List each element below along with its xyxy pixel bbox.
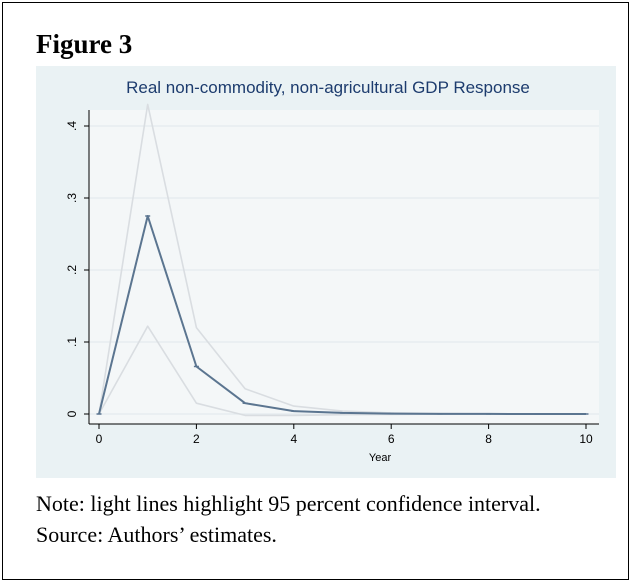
x-tick-label: 8 (485, 432, 492, 446)
y-tick-label: .2 (65, 265, 79, 275)
confidence-note: Note: light lines highlight 95 percent c… (36, 491, 541, 516)
y-tick-label: 0 (65, 410, 79, 417)
chart: Real non-commodity, non-agricultural GDP… (36, 66, 616, 478)
figure-label: Figure 3 (36, 29, 133, 59)
axes: 0 .1 .2 .3 .4 0 2 4 6 8 10 (65, 110, 599, 446)
chart-title: Real non-commodity, non-agricultural GDP… (126, 78, 530, 97)
y-tick-label: .1 (65, 337, 79, 347)
x-tick-label: 0 (96, 432, 103, 446)
chart-svg: Real non-commodity, non-agricultural GDP… (36, 66, 616, 478)
y-tick-label: .4 (65, 121, 79, 131)
y-tick-label: .3 (65, 193, 79, 203)
series-layer (96, 103, 589, 417)
x-tick-label: 6 (388, 432, 395, 446)
x-tick-label: 2 (193, 432, 200, 446)
x-axis-label: Year (369, 452, 392, 464)
x-tick-label: 10 (579, 432, 593, 446)
plot-area (89, 110, 599, 424)
x-tick-label: 4 (290, 432, 297, 446)
figure-notes: Note: light lines highlight 95 percent c… (36, 488, 616, 550)
source-note: Source: Authors’ estimates. (36, 522, 277, 547)
